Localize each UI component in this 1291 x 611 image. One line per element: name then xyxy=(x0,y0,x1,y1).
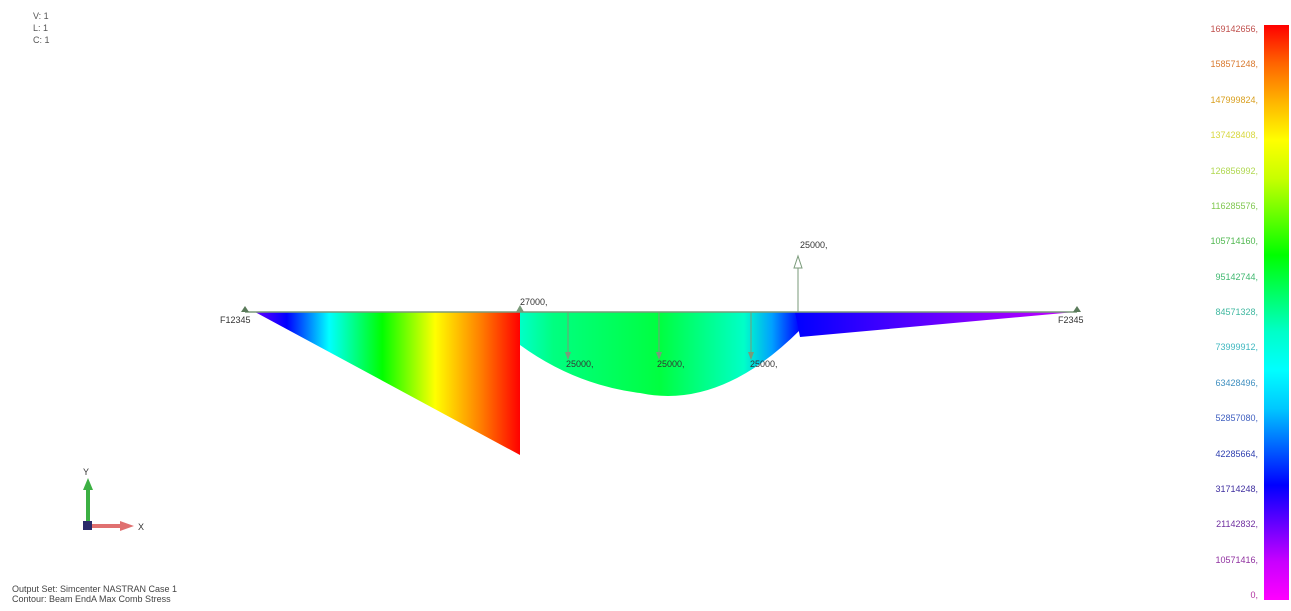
layer-number: L: 1 xyxy=(33,23,49,33)
legend-label: 95142744, xyxy=(1215,271,1258,282)
contour-right-span xyxy=(795,312,1075,337)
legend-label: 84571328, xyxy=(1215,307,1258,317)
load-arrow-down-1-head xyxy=(565,352,571,360)
coord-number: C: 1 xyxy=(33,35,50,45)
load-label-down-2: 25000, xyxy=(657,359,685,369)
triad-y-arrowhead xyxy=(83,478,93,490)
load-label-up: 25000, xyxy=(800,240,828,250)
legend-label: 116285576, xyxy=(1211,200,1258,211)
support-left-label: F12345 xyxy=(220,315,251,325)
contour-legend-bar[interactable] xyxy=(1264,25,1289,600)
legend-label: 169142656, xyxy=(1210,24,1258,34)
legend-label: 31714248, xyxy=(1215,483,1258,494)
legend-label: 147999824, xyxy=(1210,94,1258,105)
view-info: V: 1 L: 1 C: 1 xyxy=(33,10,50,46)
model-viewport[interactable]: F12345 F2345 27000, 25000, 25000, 25000,… xyxy=(0,0,1240,611)
load-label-27000: 27000, xyxy=(520,297,548,307)
triad-y-label: Y xyxy=(83,467,89,477)
load-label-down-1: 25000, xyxy=(566,359,594,369)
load-label-down-3: 25000, xyxy=(750,359,778,369)
support-right-label: F2345 xyxy=(1058,315,1084,325)
legend-label: 126856992, xyxy=(1210,165,1258,176)
load-arrow-up-head xyxy=(793,254,803,269)
support-left-marker[interactable] xyxy=(241,306,249,312)
legend-label: 52857080, xyxy=(1215,413,1258,424)
legend-label: 73999912, xyxy=(1215,342,1258,353)
output-set-label: Output Set: Simcenter NASTRAN Case 1 xyxy=(12,584,178,594)
output-info: Output Set: Simcenter NASTRAN Case 1 Con… xyxy=(12,584,177,604)
triad-x-arrowhead xyxy=(120,521,134,531)
support-right-marker[interactable] xyxy=(1073,306,1081,312)
triad-x-label: X xyxy=(138,522,144,532)
load-arrow-down-2-head xyxy=(656,352,662,360)
legend-label: 137428408, xyxy=(1210,130,1258,141)
legend-label: 0, xyxy=(1250,590,1258,600)
view-number: V: 1 xyxy=(33,11,49,21)
legend-label: 105714160, xyxy=(1210,236,1258,247)
legend-label: 21142832, xyxy=(1216,519,1258,530)
contour-type-label: Contour: Beam EndA Max Comb Stress xyxy=(12,594,171,604)
legend-label: 158571248, xyxy=(1210,59,1258,70)
triad-origin xyxy=(83,521,92,530)
load-arrow-27000-head xyxy=(516,305,524,312)
legend-label: 63428496, xyxy=(1215,377,1258,388)
load-arrow-down-3-head xyxy=(748,352,754,360)
legend-label: 10571416, xyxy=(1215,554,1258,565)
legend-label: 42285664, xyxy=(1215,448,1258,459)
contour-left-span xyxy=(255,312,520,455)
